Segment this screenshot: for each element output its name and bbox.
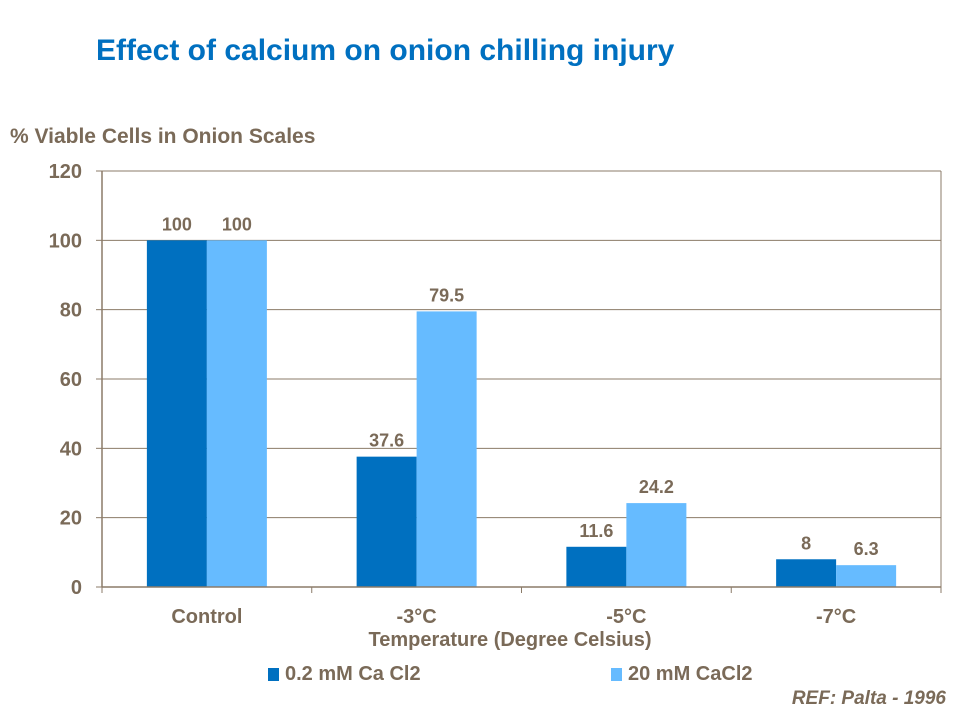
x-axis-label: Temperature (Degree Celsius)	[368, 629, 651, 651]
y-tick-label: 100	[49, 230, 82, 252]
y-tick-label: 20	[60, 508, 82, 530]
x-tick-label: -5°C	[606, 606, 646, 628]
legend-swatch	[268, 668, 279, 681]
y-tick-label: 0	[71, 577, 82, 599]
bar	[776, 559, 837, 587]
y-axis-label: % Viable Cells in Onion Scales	[10, 125, 316, 148]
bar	[566, 546, 627, 587]
x-tick-label: -7°C	[816, 606, 856, 628]
x-tick-label: Control	[171, 606, 242, 628]
reference-note: REF: Palta - 1996	[791, 688, 946, 709]
x-tick-label: -3°C	[397, 606, 437, 628]
data-label: 37.6	[369, 431, 404, 451]
y-tick-label: 80	[60, 300, 82, 322]
chart-title: Effect of calcium on onion chilling inju…	[96, 34, 675, 67]
data-label: 8	[801, 533, 811, 553]
bar	[416, 311, 477, 587]
bar	[836, 565, 897, 587]
data-label: 100	[162, 214, 192, 234]
y-tick-label: 40	[60, 438, 82, 460]
data-label: 6.3	[854, 539, 879, 559]
legend-item-0: 0.2 mM Ca Cl2	[268, 663, 421, 686]
y-tick-label: 120	[49, 161, 82, 183]
data-label: 100	[222, 214, 252, 234]
bar	[206, 240, 267, 588]
bar	[626, 503, 687, 587]
legend-item-1: 20 mM CaCl2	[611, 663, 753, 686]
legend-label: 0.2 mM Ca Cl2	[285, 663, 421, 685]
bar	[146, 240, 207, 588]
y-tick-label: 60	[60, 369, 82, 391]
legend-swatch	[611, 668, 622, 681]
data-label: 24.2	[639, 477, 674, 497]
bar	[356, 456, 417, 587]
data-label: 11.6	[579, 521, 613, 541]
legend-label: 20 mM CaCl2	[628, 663, 753, 685]
data-label: 79.5	[429, 285, 464, 305]
